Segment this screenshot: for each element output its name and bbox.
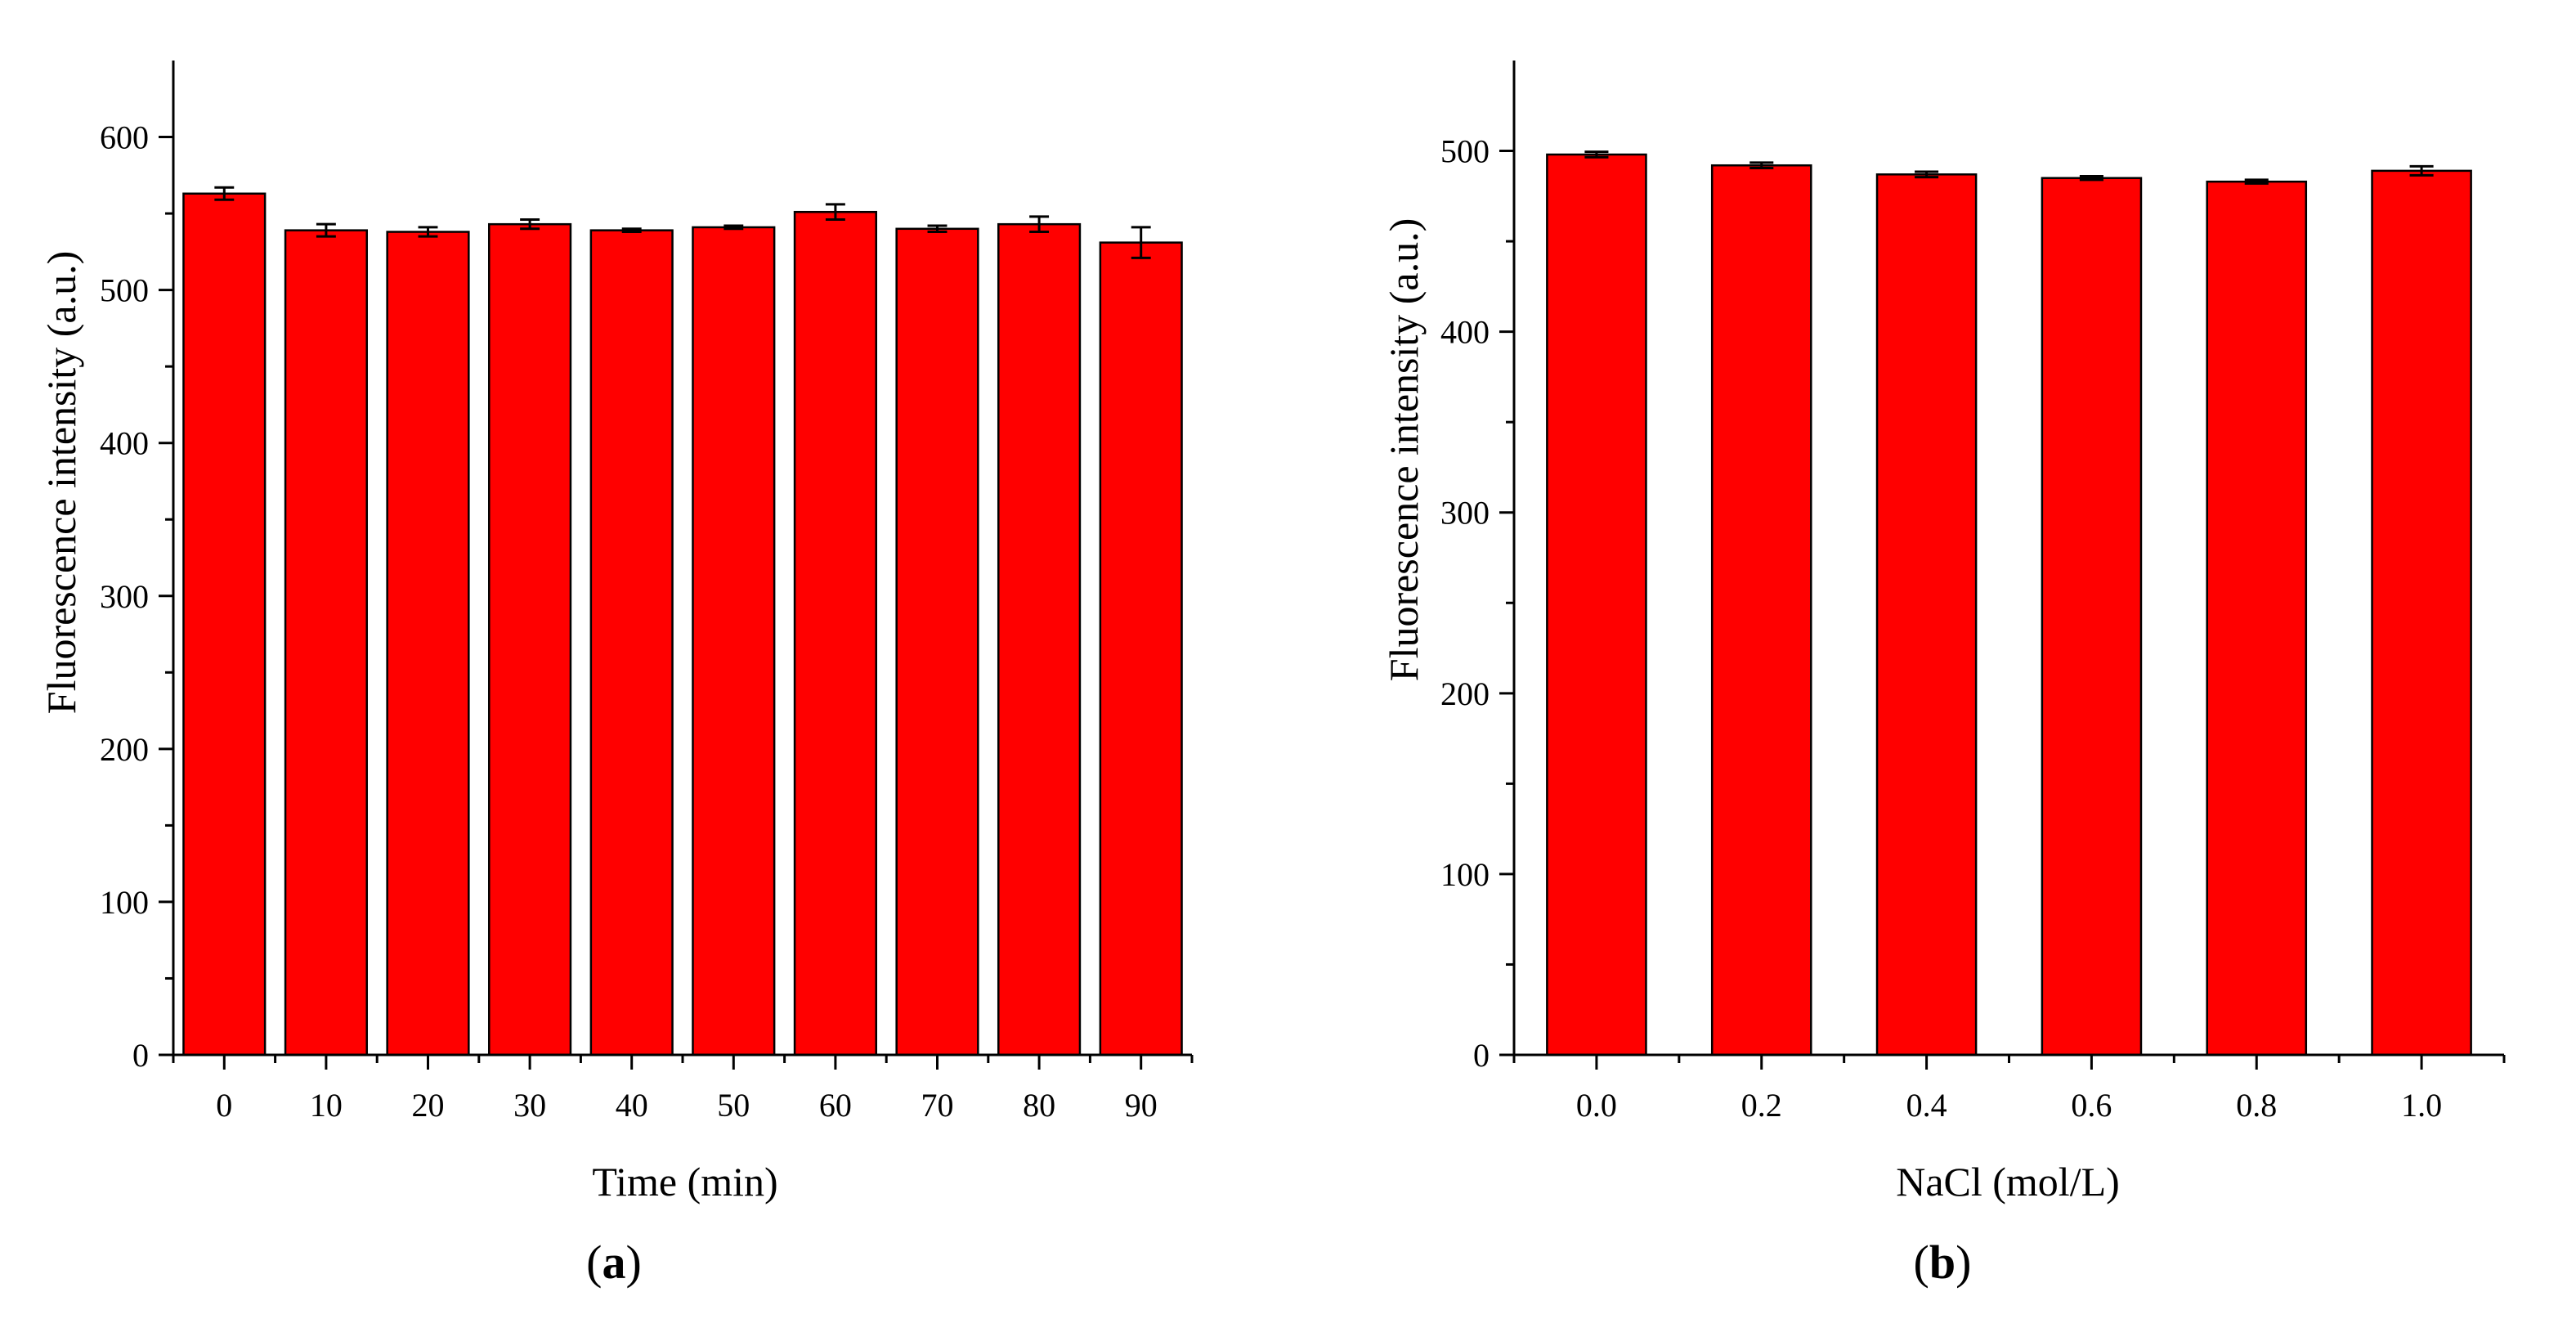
x-tick-label-b-5: 1.0 [2401,1087,2442,1124]
chart-panel-b: Fluorescence intensity (a.u.) NaCl (mol/… [1381,61,2506,1289]
y-tick-label-a-2: 200 [100,731,149,768]
chart-panel-a: Fluorescence intensity (a.u.) Time (min)… [38,61,1194,1289]
bar-a-1 [284,229,368,1057]
x-tick-label-b-3: 0.6 [2071,1087,2112,1124]
x-tick-label-a-7: 70 [921,1087,954,1124]
y-axis-title-b: Fluorescence intensity (a.u.) [1381,218,1427,681]
error-bar-a-9 [1131,226,1151,259]
bar-b-0 [1546,153,1647,1057]
error-bar-a-7 [927,224,948,234]
x-tick-label-a-6: 60 [819,1087,852,1124]
bar-b-2 [1875,173,1978,1057]
bar-a-0 [182,192,267,1057]
error-bar-a-8 [1029,215,1050,234]
error-bar-a-0 [214,186,235,201]
x-tick-label-a-2: 20 [412,1087,445,1124]
y-axis-title-a: Fluorescence intensity (a.u.) [38,251,84,714]
x-tick-label-b-0: 0.0 [1576,1087,1617,1124]
y-tick-label-a-0: 0 [132,1037,149,1074]
y-tick-label-b-3: 300 [1440,495,1490,532]
bar-b-1 [1710,164,1812,1057]
x-tick-label-a-3: 30 [513,1087,546,1124]
bar-a-7 [895,227,979,1057]
y-tick-label-a-1: 100 [100,884,149,921]
x-axis-title-b: NaCl (mol/L) [1896,1159,2120,1205]
error-bar-a-6 [825,203,845,222]
bar-a-8 [997,222,1082,1057]
x-axis-title-a: Time (min) [592,1159,777,1205]
error-bar-b-5 [2409,164,2434,177]
error-bar-b-1 [1749,161,1774,170]
bar-b-5 [2371,169,2472,1057]
bar-a-2 [386,231,470,1057]
x-tick-label-a-9: 90 [1125,1087,1158,1124]
error-bar-b-4 [2244,178,2269,185]
x-tick-label-b-1: 0.2 [1741,1087,1782,1124]
bar-a-3 [488,222,572,1057]
error-bar-a-2 [418,226,438,238]
y-tick-label-b-1: 100 [1440,856,1490,893]
error-bar-a-5 [724,224,744,231]
bar-a-5 [692,226,776,1057]
error-bar-a-1 [316,222,336,238]
bar-a-4 [589,229,674,1057]
y-tick-label-b-5: 500 [1440,133,1490,170]
panel-label-b-letter: b [1929,1236,1956,1289]
bar-a-6 [793,210,877,1057]
error-bar-a-3 [520,218,540,231]
y-tick-label-b-0: 0 [1473,1037,1490,1074]
panel-label-a: (a) [586,1236,642,1289]
x-tick-label-a-5: 50 [717,1087,750,1124]
bar-b-3 [2041,177,2143,1057]
x-tick-label-a-0: 0 [216,1087,232,1124]
y-tick-label-b-4: 400 [1440,314,1490,351]
y-tick-label-a-4: 400 [100,425,149,462]
x-tick-label-a-1: 10 [310,1087,343,1124]
error-bar-a-4 [621,227,642,234]
bar-a-9 [1099,241,1183,1057]
bar-b-4 [2206,180,2308,1057]
error-bar-b-0 [1584,150,1609,159]
x-tick-label-b-2: 0.4 [1906,1087,1947,1124]
panel-label-b: (b) [1914,1236,1972,1289]
panel-label-a-letter: a [603,1236,626,1289]
error-bar-b-2 [1915,170,1939,179]
y-tick-label-a-6: 600 [100,119,149,156]
x-tick-label-a-4: 40 [616,1087,648,1124]
error-bar-b-3 [2079,174,2103,182]
x-tick-label-a-8: 80 [1023,1087,1055,1124]
y-tick-label-a-3: 300 [100,578,149,615]
y-tick-label-a-5: 500 [100,272,149,309]
x-tick-label-b-4: 0.8 [2236,1087,2277,1124]
y-tick-label-b-2: 200 [1440,675,1490,712]
